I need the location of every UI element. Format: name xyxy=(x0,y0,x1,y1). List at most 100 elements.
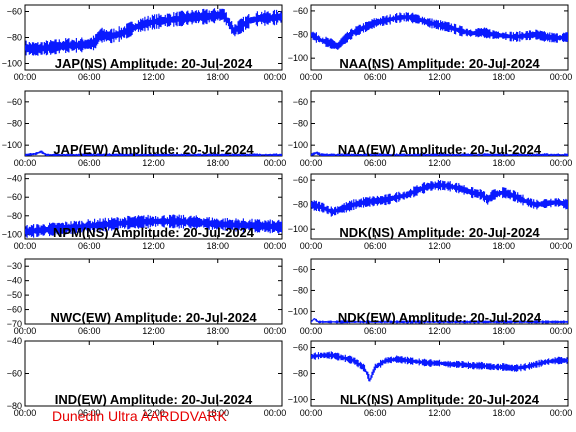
data-point xyxy=(217,223,219,225)
data-point xyxy=(385,359,387,362)
data-point xyxy=(369,379,371,381)
x-tick-label: 00:00 xyxy=(300,158,323,168)
data-point xyxy=(40,151,42,153)
panel-title: NAA(EW) Amplitude: 20-Jul-2024 xyxy=(338,142,542,157)
x-tick-label: 06:00 xyxy=(364,408,387,418)
footer-credit: Dunedin Ultra AARDDVARK xyxy=(52,408,227,424)
x-tick-label: 18:00 xyxy=(206,241,229,251)
y-tick-label: −100 xyxy=(2,229,22,239)
data-point xyxy=(152,21,155,23)
y-tick-label: −40 xyxy=(7,276,22,286)
chart-panel-8: −100 −80 −60 00:00 06:00 12:00 18:00 00:00 NDK(E… xyxy=(288,258,573,336)
y-tick-label: −70 xyxy=(7,319,22,329)
y-tick-label: −40 xyxy=(7,336,22,346)
data-point xyxy=(567,36,568,38)
x-tick-label: 06:00 xyxy=(364,241,387,251)
data-point xyxy=(460,363,462,365)
x-tick-label: 18:00 xyxy=(206,158,229,168)
data-point xyxy=(321,154,323,156)
data-point xyxy=(185,17,187,19)
data-point xyxy=(311,356,312,358)
x-tick-label: 12:00 xyxy=(142,326,165,336)
x-tick-label: 12:00 xyxy=(428,326,451,336)
x-tick-label: 00:00 xyxy=(300,72,323,82)
y-tick-label: −30 xyxy=(7,261,22,271)
data-point xyxy=(471,191,473,193)
x-tick-label: 00:00 xyxy=(264,408,287,418)
y-tick-label: −60 xyxy=(293,175,308,185)
data-point xyxy=(524,200,526,202)
x-tick-label: 00:00 xyxy=(550,158,573,168)
x-tick-label: 00:00 xyxy=(550,326,573,336)
x-tick-label: 06:00 xyxy=(364,72,387,82)
data-point xyxy=(492,366,494,368)
data-point xyxy=(406,359,408,362)
x-tick-label: 12:00 xyxy=(142,408,165,418)
data-point xyxy=(524,35,526,37)
data-point xyxy=(249,20,251,22)
y-tick-label: −100 xyxy=(288,53,308,63)
x-tick-label: 12:00 xyxy=(142,72,165,82)
data-point xyxy=(353,359,355,362)
x-tick-label: 12:00 xyxy=(428,72,451,82)
data-point xyxy=(353,31,355,33)
data-point xyxy=(417,18,419,20)
data-point xyxy=(503,35,505,37)
data-point xyxy=(363,367,366,369)
y-tick-label: −100 xyxy=(2,59,22,69)
x-tick-label: 00:00 xyxy=(14,158,37,168)
data-point xyxy=(567,154,568,156)
chart-panel-10: −100 −80 −60 00:00 06:00 12:00 18:00 00:00 NLK(N… xyxy=(288,340,572,418)
plot-frame xyxy=(310,258,569,325)
data-point xyxy=(460,30,462,32)
data-point xyxy=(556,359,558,362)
data-point xyxy=(163,20,165,22)
data-point xyxy=(374,366,376,368)
x-tick-label: 12:00 xyxy=(428,408,451,418)
data-point xyxy=(67,44,69,46)
data-point xyxy=(449,26,451,29)
data-point xyxy=(67,227,69,229)
data-point xyxy=(428,362,430,364)
data-point xyxy=(35,48,37,50)
data-point xyxy=(88,43,90,45)
x-tick-label: 18:00 xyxy=(492,408,515,418)
data-point xyxy=(513,195,516,197)
data-point xyxy=(270,17,272,19)
chart-panel-1: −100 −80 −60 00:00 06:00 12:00 18:00 00:00 JAP(N… xyxy=(2,4,286,82)
x-tick-label: 00:00 xyxy=(14,326,37,336)
data-point xyxy=(487,199,489,201)
data-point xyxy=(317,321,320,323)
data-point xyxy=(281,16,282,18)
panel-title: NPM(NS) Amplitude: 20-Jul-2024 xyxy=(53,225,255,240)
data-point xyxy=(110,35,112,37)
x-tick-label: 06:00 xyxy=(78,158,101,168)
y-tick-label: −80 xyxy=(7,33,22,43)
data-point xyxy=(311,33,312,36)
data-point xyxy=(503,191,505,193)
data-point xyxy=(174,220,176,222)
data-point xyxy=(417,189,419,191)
data-point xyxy=(35,230,37,232)
data-point xyxy=(56,46,58,48)
data-point xyxy=(281,226,282,228)
series-group xyxy=(25,214,282,238)
panel-title: NDK(NS) Amplitude: 20-Jul-2024 xyxy=(339,225,540,240)
data-point xyxy=(396,17,398,19)
panel-title: NDK(EW) Amplitude: 20-Jul-2024 xyxy=(338,310,542,325)
x-tick-label: 00:00 xyxy=(14,241,37,251)
x-tick-label: 12:00 xyxy=(142,158,165,168)
data-point xyxy=(556,37,558,39)
data-point xyxy=(259,17,262,19)
panel-title: IND(EW) Amplitude: 20-Jul-2024 xyxy=(55,392,253,407)
data-point xyxy=(337,45,339,47)
data-point xyxy=(492,33,494,36)
data-point xyxy=(120,33,122,35)
y-tick-label: −60 xyxy=(293,264,308,274)
series-group xyxy=(25,150,282,156)
x-tick-label: 18:00 xyxy=(492,326,515,336)
x-tick-label: 00:00 xyxy=(264,326,287,336)
data-point xyxy=(374,200,376,202)
x-tick-label: 00:00 xyxy=(264,241,287,251)
